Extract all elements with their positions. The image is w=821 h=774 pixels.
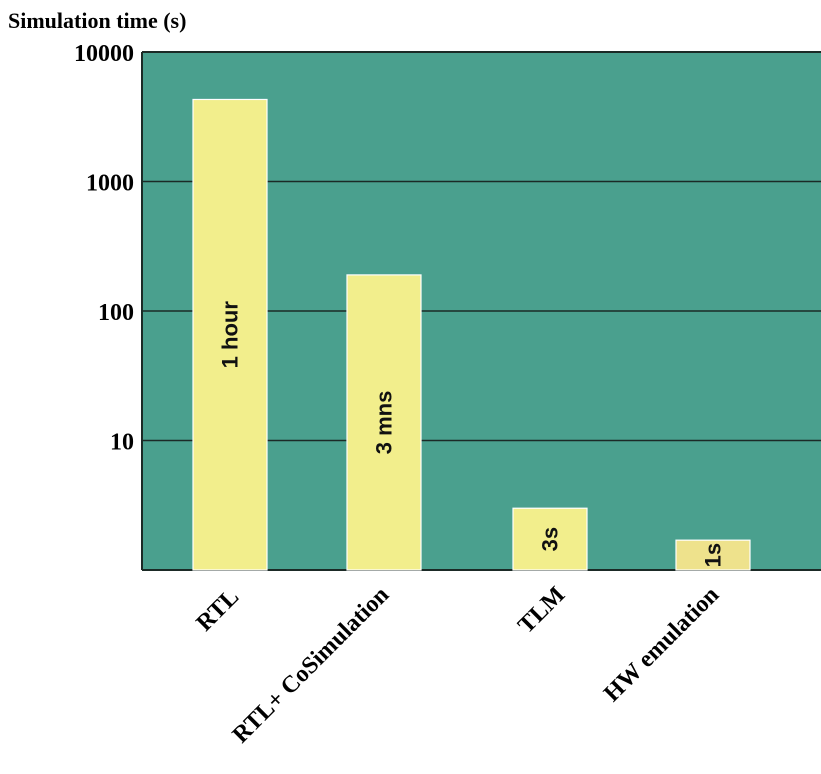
- bar-label: 1s: [701, 543, 726, 567]
- bar: [512, 507, 588, 571]
- x-tick-label: RTL: [192, 584, 245, 637]
- y-tick-label: 10000: [74, 41, 134, 67]
- bar: [346, 274, 422, 571]
- x-tick-label: RTL+ CoSimulation: [228, 582, 395, 749]
- bar-label: 3s: [538, 527, 563, 551]
- y-tick-label: 1000: [86, 171, 134, 197]
- x-tick-label: TLM: [513, 582, 570, 639]
- bar-label: 1 hour: [218, 301, 243, 369]
- bar: [675, 539, 751, 571]
- x-tick-label: HW emulation: [599, 582, 724, 707]
- y-axis-ticks: 10 100 1000 10000: [74, 41, 134, 456]
- y-tick-label: 100: [98, 300, 134, 326]
- bars: [192, 98, 751, 571]
- bar-label: 3 mns: [372, 391, 397, 455]
- bar: [192, 98, 268, 571]
- bar-labels: 1 hour 3 mns 3s 1s: [218, 301, 726, 568]
- y-tick-label: 10: [110, 430, 134, 456]
- y-axis-title: Simulation time (s): [8, 8, 186, 33]
